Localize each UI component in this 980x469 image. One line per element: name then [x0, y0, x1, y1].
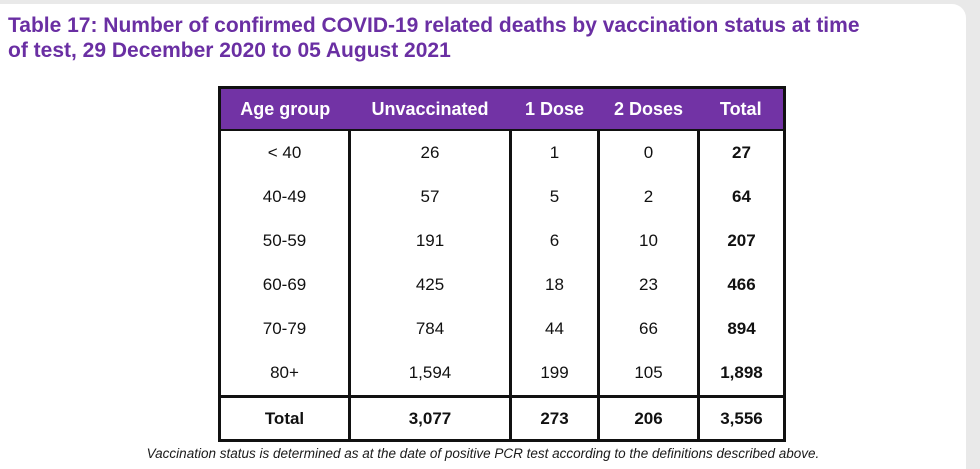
- report-page: Table 17: Number of confirmed COVID-19 r…: [0, 4, 966, 469]
- total-value-cell: 206: [597, 395, 699, 441]
- table-header-row: Age group Unvaccinated 1 Dose 2 Doses Total: [219, 87, 785, 131]
- value-cell: 5: [509, 175, 599, 219]
- table-row: 60-69 425 18 23 466: [220, 263, 785, 307]
- value-cell: 23: [597, 263, 699, 307]
- age-group-cell: 70-79: [262, 319, 307, 338]
- value-cell: 1,594: [348, 351, 511, 397]
- value-cell: 44: [509, 307, 599, 351]
- age-group-cell: 40-49: [262, 187, 307, 206]
- table-row: 70-79 784 44 66 894: [220, 307, 785, 351]
- total-value-cell: 3,556: [697, 395, 785, 441]
- value-cell: 18: [509, 263, 599, 307]
- value-cell: 207: [697, 219, 785, 263]
- value-cell: 1,898: [697, 351, 785, 397]
- column-header: Unvaccinated: [349, 87, 511, 131]
- value-cell: 466: [697, 263, 785, 307]
- table-row: 40-49 57 5 2 64: [220, 175, 785, 219]
- value-cell: 199: [509, 351, 599, 397]
- age-group-cell: 80+: [270, 363, 299, 382]
- table-title-line2: of test, 29 December 2020 to 05 August 2…: [8, 39, 451, 62]
- value-cell: 191: [348, 219, 511, 263]
- table-row: < 40 26 1 0 27: [220, 130, 785, 175]
- value-cell: 105: [597, 351, 699, 397]
- age-group-cell: 60-69: [262, 275, 307, 294]
- value-cell: 2: [597, 175, 699, 219]
- column-header: 1 Dose: [510, 87, 599, 131]
- column-header: 2 Doses: [598, 87, 699, 131]
- value-cell: 26: [348, 130, 511, 175]
- total-label-cell: Total: [219, 395, 350, 441]
- value-cell: 66: [597, 307, 699, 351]
- value-cell: 425: [348, 263, 511, 307]
- value-cell: 6: [509, 219, 599, 263]
- value-cell: 0: [597, 130, 699, 175]
- total-value-cell: 3,077: [348, 395, 511, 441]
- table-footnote: Vaccination status is determined as at t…: [146, 446, 820, 461]
- table-row: 50-59 191 6 10 207: [220, 219, 785, 263]
- total-value-cell: 273: [509, 395, 599, 441]
- deaths-by-vaccination-table: Age group Unvaccinated 1 Dose 2 Doses Total …: [218, 86, 786, 442]
- value-cell: 784: [348, 307, 511, 351]
- age-group-cell: < 40: [267, 143, 302, 162]
- value-cell: 57: [348, 175, 511, 219]
- value-cell: 1: [509, 130, 599, 175]
- value-cell: 894: [697, 307, 785, 351]
- table-row: 80+ 1,594 199 105 1,898: [220, 351, 785, 397]
- table-total-row: Total 3,077 273 206 3,556: [219, 395, 785, 441]
- age-group-cell: 50-59: [262, 231, 307, 250]
- table-title-line1: Table 17: Number of confirmed COVID-19 r…: [8, 14, 860, 37]
- value-cell: 27: [697, 130, 785, 175]
- value-cell: 10: [597, 219, 699, 263]
- column-header: Total: [698, 87, 785, 131]
- value-cell: 64: [697, 175, 785, 219]
- table-body: < 40 26 1 0 27 40-49 57 5 2 64 50-59 191 6 10 207 60-69…: [220, 130, 785, 397]
- column-header: Age group: [219, 87, 350, 131]
- table-title: Table 17: Number of confirmed COVID-19 r…: [0, 4, 966, 63]
